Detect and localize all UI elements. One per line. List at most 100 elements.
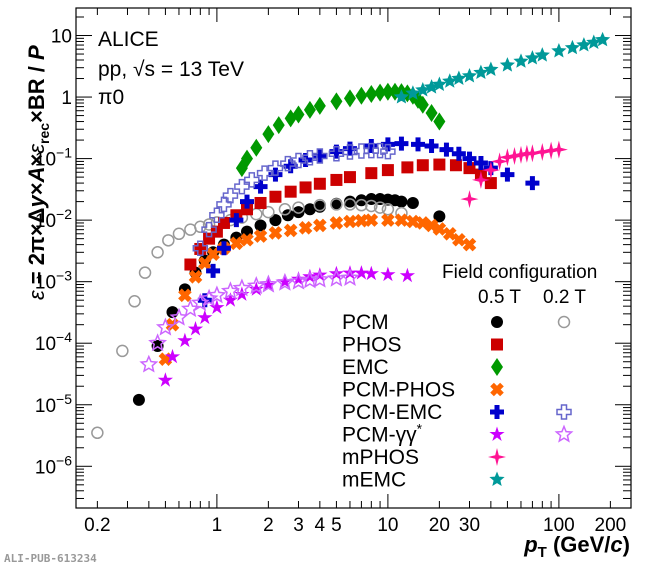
- data-point: [328, 145, 345, 162]
- data-point: [164, 348, 181, 364]
- plot-frame: [75, 7, 632, 509]
- series-pcm-dalitz-0-5t: [157, 265, 415, 387]
- legend-marker-05T: [489, 471, 505, 486]
- data-point: [411, 137, 426, 152]
- data-point: [132, 393, 145, 406]
- data-point: [240, 194, 255, 209]
- data-point: [139, 354, 159, 373]
- data-point: [206, 247, 220, 261]
- data-point: [442, 73, 458, 88]
- data-point: [499, 57, 515, 72]
- data-point: [415, 82, 431, 97]
- data-point: [406, 214, 420, 229]
- data-point: [483, 61, 499, 76]
- data-point: [406, 196, 419, 209]
- data-point: [431, 76, 447, 91]
- data-point: [278, 203, 292, 216]
- legend-marker-05T: [490, 405, 504, 419]
- x-tick-label: 3: [293, 515, 304, 536]
- data-point: [241, 149, 254, 168]
- data-point: [188, 270, 203, 284]
- data-point: [355, 86, 368, 105]
- data-point: [303, 100, 316, 119]
- data-point: [576, 37, 592, 52]
- data-point: [262, 205, 275, 219]
- data-point: [342, 265, 358, 280]
- x-tick-label: 4: [315, 515, 326, 536]
- data-point: [269, 214, 282, 227]
- data-point: [399, 267, 415, 283]
- data-point: [128, 295, 141, 308]
- data-point: [258, 274, 278, 293]
- data-point: [292, 105, 305, 124]
- data-point: [217, 216, 230, 229]
- data-point: [353, 265, 369, 280]
- data-point: [302, 268, 318, 284]
- data-point: [267, 160, 284, 176]
- data-point: [355, 198, 368, 212]
- data-point: [229, 213, 244, 228]
- data-point: [232, 278, 252, 297]
- data-point: [241, 203, 254, 216]
- data-point: [292, 201, 305, 214]
- data-point: [300, 270, 320, 289]
- data-point: [380, 143, 396, 160]
- data-point: [172, 227, 186, 241]
- data-point: [462, 237, 477, 252]
- data-point: [364, 213, 379, 227]
- data-point: [513, 53, 529, 68]
- legend-label: PCM-PHOS: [342, 379, 455, 402]
- data-point: [416, 159, 429, 172]
- data-point: [424, 139, 439, 154]
- data-point: [394, 136, 409, 151]
- x-tick-label: 10: [377, 515, 398, 536]
- data-point: [343, 89, 356, 108]
- data-point: [416, 95, 429, 114]
- data-point: [254, 219, 267, 232]
- data-point: [177, 332, 193, 348]
- data-point: [425, 104, 438, 123]
- data-point: [439, 142, 454, 157]
- data-point: [281, 209, 294, 222]
- data-point: [594, 31, 611, 47]
- data-point: [523, 144, 542, 163]
- data-point: [187, 321, 204, 336]
- data-point: [460, 190, 479, 209]
- data-point: [262, 125, 275, 144]
- legend-marker-05T: [491, 316, 503, 328]
- legend-column-02T: 0.2 T: [543, 287, 586, 308]
- data-point: [222, 292, 238, 307]
- data-point: [207, 285, 227, 304]
- data-point: [275, 272, 295, 291]
- data-point: [473, 64, 489, 79]
- data-point: [394, 213, 409, 227]
- data-point: [209, 299, 225, 314]
- data-point: [199, 288, 219, 307]
- data-point: [234, 178, 250, 195]
- legend-marker-02T: [556, 404, 572, 420]
- data-point: [201, 221, 217, 238]
- data-point: [395, 195, 408, 208]
- data-point: [138, 266, 152, 279]
- legend-marker-05T: [488, 448, 506, 466]
- data-point: [253, 179, 268, 194]
- data-point: [512, 145, 530, 164]
- data-point: [216, 196, 232, 213]
- data-point: [277, 273, 293, 289]
- legend-label: mPHOS: [342, 446, 419, 469]
- legend-header: Field configuration: [442, 262, 597, 283]
- data-point: [328, 265, 344, 281]
- legend-column-05T: 0.5 T: [478, 287, 521, 308]
- data-point: [157, 372, 173, 387]
- data-point: [248, 281, 264, 296]
- series-mphos-0-5t: [460, 140, 568, 209]
- data-point: [178, 288, 192, 303]
- y-tick-label: 10−2: [35, 206, 72, 232]
- data-point: [329, 144, 344, 159]
- data-point: [533, 143, 552, 161]
- data-point: [343, 171, 356, 184]
- data-point: [292, 206, 305, 219]
- data-point: [312, 148, 328, 164]
- data-point: [424, 218, 439, 233]
